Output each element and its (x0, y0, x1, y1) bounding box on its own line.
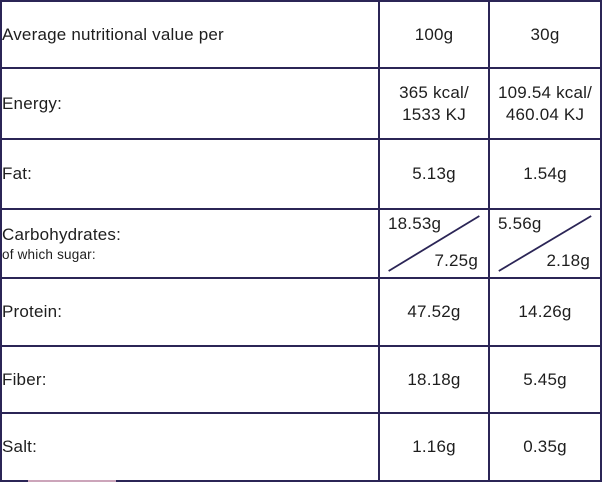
energy-value-100g-kcal: 365 kcal/ (399, 82, 469, 102)
energy-value-100g-kj: 1533 KJ (402, 104, 466, 124)
protein-label: Protein: (0, 277, 380, 347)
table-row-protein: Protein: 47.52g 14.26g (0, 277, 602, 347)
carbohydrates-label-cell: Carbohydrates: of which sugar: (0, 208, 380, 279)
sugar-100g-value: 7.25g (434, 251, 478, 270)
fat-value-100g: 5.13g (378, 138, 490, 210)
salt-label: Salt: (0, 412, 380, 482)
table-header-row: Average nutritional value per 100g 30g (0, 0, 602, 69)
energy-value-30g: 109.54 kcal/ 460.04 KJ (488, 67, 602, 140)
carbohydrates-30g-value: 5.56g (498, 214, 542, 233)
diagonal-divider-line (388, 215, 480, 272)
energy-label: Energy: (0, 67, 380, 140)
energy-value-30g-kcal: 109.54 kcal/ (497, 82, 593, 102)
sugar-30g-value: 2.18g (546, 251, 590, 270)
fat-value-30g: 1.54g (488, 138, 602, 210)
of-which-sugar-label: of which sugar: (2, 247, 96, 262)
pink-accent-strip (28, 480, 116, 482)
carbohydrates-value-100g: 18.53g 7.25g (378, 208, 490, 279)
salt-value-30g: 0.35g (488, 412, 602, 482)
header-col-100g: 100g (378, 0, 490, 69)
carbohydrates-100g-value: 18.53g (388, 214, 442, 233)
carbohydrates-label: Carbohydrates: (2, 225, 122, 244)
salt-value-100g: 1.16g (378, 412, 490, 482)
fiber-value-30g: 5.45g (488, 345, 602, 414)
energy-value-100g: 365 kcal/ 1533 KJ (378, 67, 490, 140)
table-row-carbohydrates: Carbohydrates: of which sugar: 18.53g 7.… (0, 208, 602, 279)
protein-value-100g: 47.52g (378, 277, 490, 347)
fat-label: Fat: (0, 138, 380, 210)
carbohydrates-value-30g: 5.56g 2.18g (488, 208, 602, 279)
table-row-salt: Salt: 1.16g 0.35g (0, 412, 602, 482)
header-col-30g: 30g (488, 0, 602, 69)
table-row-energy: Energy: 365 kcal/ 1533 KJ 109.54 kcal/ 4… (0, 67, 602, 140)
table-row-fat: Fat: 5.13g 1.54g (0, 138, 602, 210)
fiber-value-100g: 18.18g (378, 345, 490, 414)
diagonal-divider-line (498, 215, 592, 272)
protein-value-30g: 14.26g (488, 277, 602, 347)
fiber-label: Fiber: (0, 345, 380, 414)
table-row-fiber: Fiber: 18.18g 5.45g (0, 345, 602, 414)
header-title: Average nutritional value per (0, 0, 380, 69)
energy-value-30g-kj: 460.04 KJ (505, 104, 585, 124)
